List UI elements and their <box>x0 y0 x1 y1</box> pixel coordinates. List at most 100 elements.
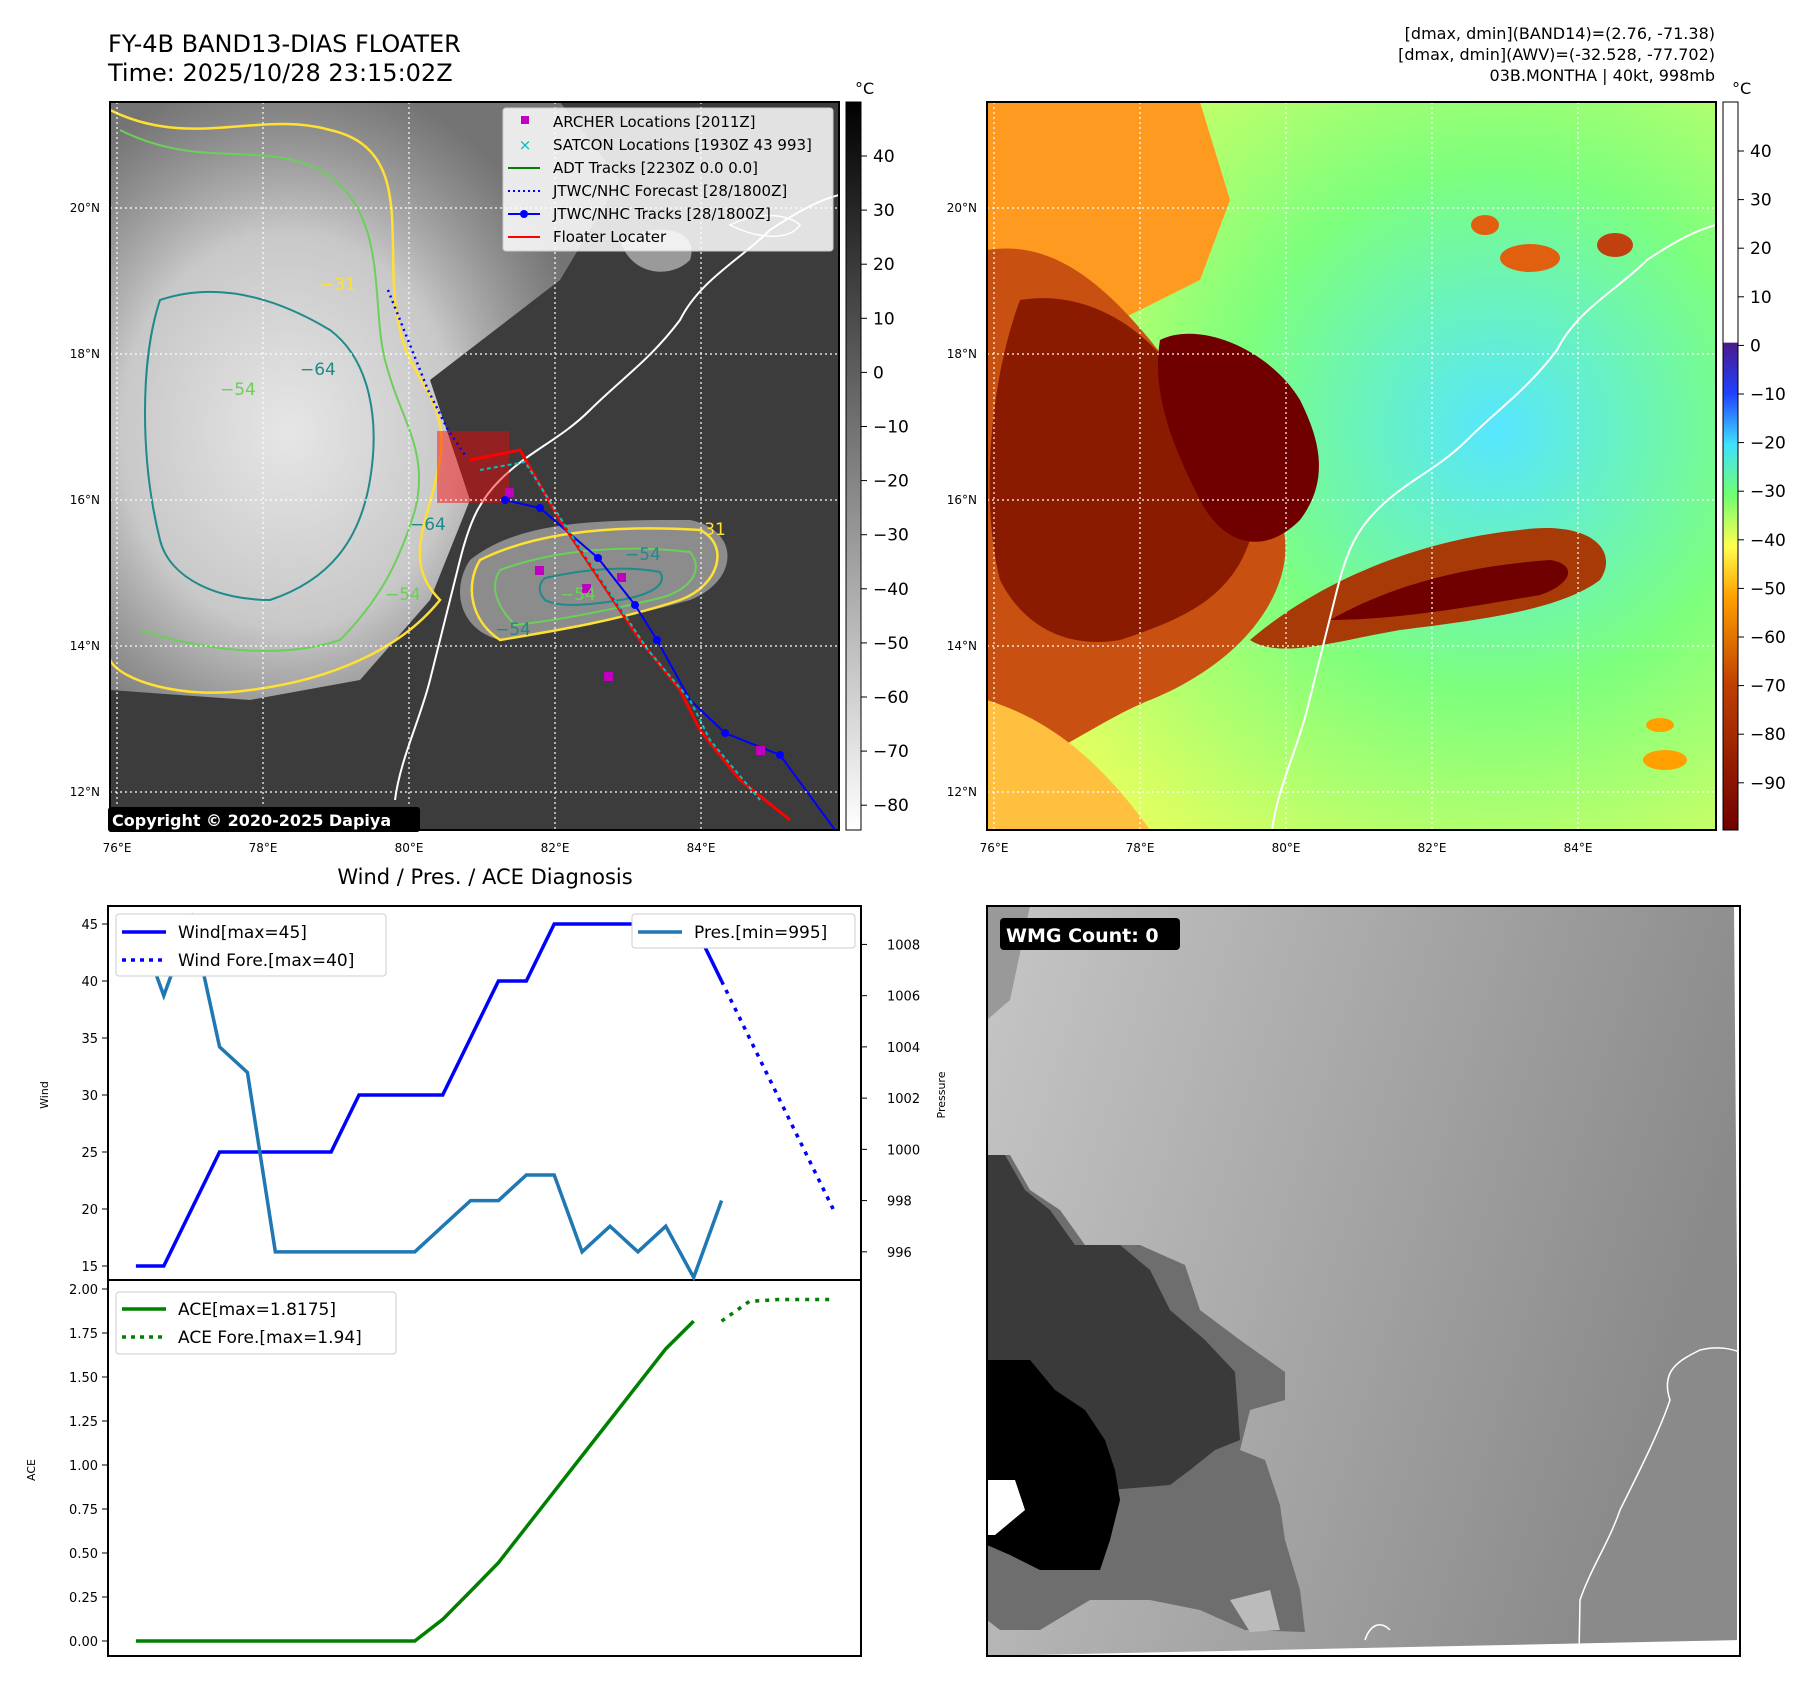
wind-chart: 15 20 25 30 35 40 45 <box>81 918 835 1275</box>
pressure-ytick-label: 1006 <box>887 990 920 1005</box>
legend-adt-label: ADT Tracks [2230Z 0.0 0.0] <box>553 159 758 177</box>
archer-markers <box>505 488 765 755</box>
svg-text:−31: −31 <box>690 520 726 540</box>
svg-text:84°E: 84°E <box>1564 841 1593 855</box>
ir-map-frame <box>109 101 840 831</box>
ir-lon-ticks: 76°E 78°E 80°E 82°E 84°E <box>103 841 716 855</box>
svg-text:−54: −54 <box>385 585 421 605</box>
pressure-ytick-label: 996 <box>887 1246 912 1261</box>
wv-map-frame <box>986 101 1717 831</box>
svg-text:18°N: 18°N <box>947 347 977 361</box>
wv-colorbar-tick-label: −10 <box>1750 385 1786 405</box>
wv-colorbar-unit: °C <box>1732 79 1751 98</box>
wv-blob-1 <box>1500 244 1560 272</box>
stats-band14: [dmax, dmin](BAND14)=(2.76, -71.38) <box>1405 24 1715 43</box>
wv-colorbar-tick-label: 30 <box>1750 191 1772 211</box>
ace-ytick-label: 0.50 <box>69 1547 98 1562</box>
adt-track <box>479 460 761 801</box>
ir-colorbar-tick-label: −50 <box>873 634 909 654</box>
wind-ytick-label: 45 <box>81 918 98 933</box>
wv-colorbar-tick-label: 40 <box>1750 142 1772 162</box>
svg-text:−54: −54 <box>560 585 596 605</box>
ir-colorbar-tick-label: −70 <box>873 742 909 762</box>
map-legend: ARCHER Locations [2011Z] × SATCON Locati… <box>502 107 834 252</box>
diagnosis-panel: Wind / Pres. / ACE Diagnosis 15 20 25 30 35 4… <box>25 865 948 1657</box>
ir-map-panel: −31 −54 −64 −54 −64 −54 −54 −31 −54 ARCH… <box>70 79 909 855</box>
ace-ytick-label: 1.25 <box>69 1415 98 1430</box>
ace-ytick-label: 0.00 <box>69 1635 98 1650</box>
ir-colorbar-tick-label: −80 <box>873 796 909 816</box>
wv-colorbar-tick-label: −70 <box>1750 677 1786 697</box>
ir-coastline <box>394 194 839 801</box>
wv-colorbar-tick-label: −80 <box>1750 725 1786 745</box>
ir-colorbar <box>845 101 862 831</box>
svg-text:12°N: 12°N <box>947 785 977 799</box>
copyright-text: Copyright © 2020-2025 Dapiya <box>112 811 391 830</box>
svg-text:−31: −31 <box>320 275 356 295</box>
svg-text:20°N: 20°N <box>70 201 100 215</box>
wind-ytick-label: 25 <box>81 1146 98 1161</box>
svg-text:16°N: 16°N <box>70 493 100 507</box>
ir-main-cloud <box>110 102 620 700</box>
svg-text:−54: −54 <box>495 620 531 640</box>
ace-chart: 0.00 0.25 0.50 0.75 1.00 1.25 1.50 1.75 2.00 <box>69 1283 834 1650</box>
contour-31-band <box>470 527 719 642</box>
wv-lon-ticks: 76°E 78°E 80°E 82°E 84°E <box>980 841 1593 855</box>
contour-64-band <box>538 567 663 606</box>
ir-colorbar-tick-label: −40 <box>873 580 909 600</box>
wmg-coastline <box>1578 1347 1737 1656</box>
ir-colorbar-tick-label: 0 <box>873 363 884 383</box>
wind-series-line <box>135 922 724 1268</box>
ir-colorbar-tick-label: 30 <box>873 201 895 221</box>
wv-colorbar-tick-label: 10 <box>1750 288 1772 308</box>
ace-ytick-label: 0.25 <box>69 1591 98 1606</box>
wv-colorbar-tick-label: −60 <box>1750 628 1786 648</box>
copyright-badge <box>108 807 420 832</box>
wind-ytick-label: 15 <box>81 1260 98 1275</box>
wv-gridlines <box>987 102 1716 830</box>
contour-64-main <box>144 290 375 602</box>
wind-forecast-line <box>719 980 835 1210</box>
legend-satcon-label: SATCON Locations [1930Z 43 993] <box>553 136 812 154</box>
wmg-panel: WMG Count: 0 <box>986 905 1741 1657</box>
wv-colorbar-tick-label: −40 <box>1750 531 1786 551</box>
wv-colorbar-tick-label: 20 <box>1750 239 1772 259</box>
wv-band-core <box>1330 560 1569 620</box>
wind-legend <box>115 913 387 977</box>
ir-colorbar-tick-label: 40 <box>873 147 895 167</box>
wind-fore-legend-label: Wind Fore.[max=40] <box>178 951 354 971</box>
wv-blob-5 <box>1646 718 1674 732</box>
jtwc-forecast-track <box>386 289 467 456</box>
contour-54-main <box>119 129 420 652</box>
ace-fore-legend-label: ACE Fore.[max=1.94] <box>178 1328 362 1348</box>
svg-text:14°N: 14°N <box>947 639 977 653</box>
wv-blob-4 <box>1643 750 1687 770</box>
ace-ytick-label: 0.75 <box>69 1503 98 1518</box>
svg-text:78°E: 78°E <box>1126 841 1155 855</box>
legend-jtwc-dot <box>520 210 528 218</box>
svg-text:76°E: 76°E <box>103 841 132 855</box>
wv-blob-3 <box>1471 215 1499 235</box>
svg-text:76°E: 76°E <box>980 841 1009 855</box>
legend-satcon-marker: × <box>519 136 532 154</box>
pressure-ytick-label: 1002 <box>887 1092 920 1107</box>
wv-colorbar <box>1722 101 1739 831</box>
svg-text:18°N: 18°N <box>70 347 100 361</box>
wv-driest-region <box>989 298 1252 642</box>
svg-text:16°N: 16°N <box>947 493 977 507</box>
ir-colorbar-tick-label: −10 <box>873 418 909 438</box>
svg-text:14°N: 14°N <box>70 639 100 653</box>
figure-title: FY-4B BAND13-DIAS FLOATER <box>108 30 461 58</box>
wv-core <box>1158 333 1319 542</box>
svg-text:82°E: 82°E <box>541 841 570 855</box>
wmg-light-block <box>1230 1590 1280 1632</box>
ir-colorbar-tick-label: −60 <box>873 688 909 708</box>
svg-text:−64: −64 <box>410 515 446 535</box>
wv-coastline <box>1271 224 1716 830</box>
figure-time: Time: 2025/10/28 23:15:02Z <box>107 59 453 87</box>
svg-text:−54: −54 <box>625 545 661 565</box>
pressure-ylabel: Pressure <box>935 1071 948 1118</box>
svg-text:12°N: 12°N <box>70 785 100 799</box>
ace-legend <box>115 1291 397 1355</box>
